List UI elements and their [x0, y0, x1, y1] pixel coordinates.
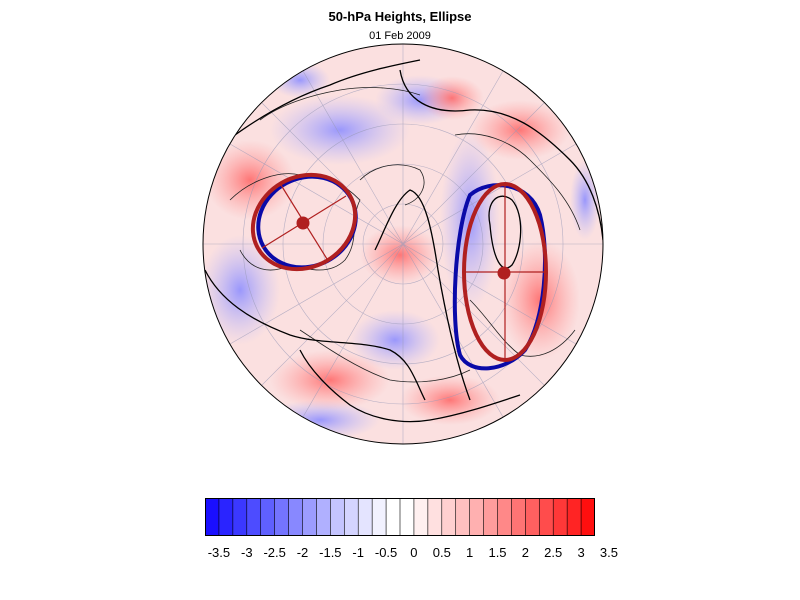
- colorbar-cell: [497, 498, 513, 536]
- colorbar-cell: [246, 498, 262, 536]
- colorbar-cell: [302, 498, 318, 536]
- colorbar-cell: [205, 498, 220, 536]
- colorbar-cell: [357, 498, 373, 536]
- colorbar-cell: [511, 498, 526, 536]
- colorbar-tick-label: -2: [296, 545, 309, 560]
- colorbar-tick-label: -2.5: [263, 545, 286, 560]
- colorbar-cell: [441, 498, 457, 536]
- colorbar-cell: [566, 498, 582, 536]
- colorbar-cell: [552, 498, 568, 536]
- colorbar-cell: [218, 498, 234, 536]
- map-title: 50-hPa Heights, Ellipse: [328, 9, 472, 24]
- colorbar-tick-label: -0.5: [374, 545, 398, 560]
- colorbar-cell: [538, 498, 554, 536]
- colorbar-cell: [330, 498, 345, 536]
- colorbar-cell: [413, 498, 429, 536]
- colorbar-cell: [427, 498, 443, 536]
- globe-outline: [202, 43, 604, 445]
- colorbar-cell: [232, 498, 248, 536]
- colorbar-cell: [525, 498, 540, 536]
- colorbar-cell: [274, 498, 290, 536]
- colorbar-tick-label: 1: [466, 545, 474, 560]
- colorbar-cell: [343, 498, 359, 536]
- left-vortex-ellipse: [250, 172, 358, 272]
- right-vortex-ellipse: [452, 182, 548, 371]
- colorbar-tick-label: -3.5: [207, 545, 231, 560]
- map-date: 01 Feb 2009: [369, 30, 431, 42]
- colorbar-cell: [371, 498, 387, 536]
- colorbar-tick-label: -3: [241, 545, 253, 560]
- colorbar-cell: [288, 498, 304, 536]
- colorbar-tick-label: 1.5: [488, 545, 507, 560]
- colorbar-tick-label: 3.5: [599, 545, 618, 560]
- colorbar-cell: [260, 498, 276, 536]
- colorbar-tick-label: 2: [521, 545, 529, 560]
- colorbar-cell: [385, 498, 401, 536]
- colorbar-cell: [580, 498, 595, 536]
- colorbar-cell: [399, 498, 415, 536]
- colorbar-tick-label: -1.5: [319, 545, 342, 560]
- colorbar: [205, 498, 595, 536]
- colorbar-tick-label: 0.5: [432, 545, 451, 560]
- colorbar-cell: [483, 498, 499, 536]
- colorbar-cell: [469, 498, 485, 536]
- colorbar-tick-label: 0: [410, 545, 418, 560]
- colorbar-tick-label: 3: [577, 545, 585, 560]
- colorbar-tick-label: 2.5: [544, 545, 563, 560]
- colorbar-cell: [316, 498, 331, 536]
- colorbar-tick-label: -1: [352, 545, 364, 560]
- colorbar-cell: [455, 498, 471, 536]
